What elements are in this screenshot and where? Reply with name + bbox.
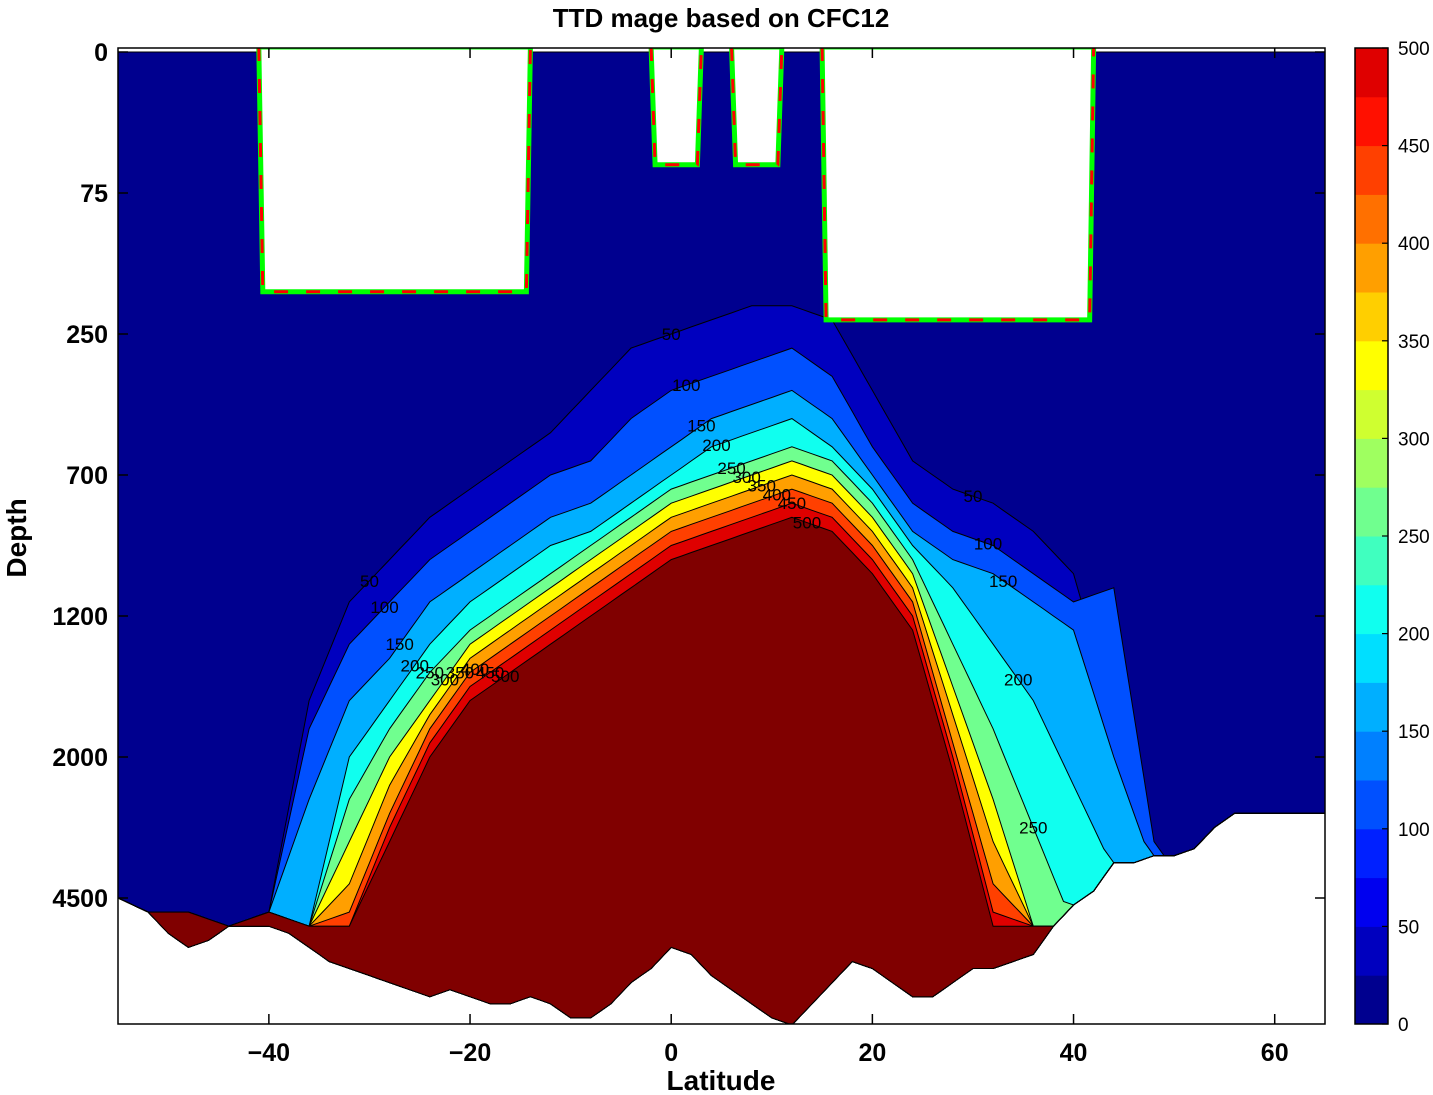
x-tick-label: −20	[449, 1039, 491, 1067]
plot-area: 5050501001001001501501502002002002502502…	[118, 48, 1325, 1024]
contour-label-150: 150	[385, 635, 413, 654]
x-axis: −40 −20 0 20 40 60	[248, 48, 1289, 1067]
contour-label-350: 350	[748, 477, 776, 496]
contour-label-500: 500	[491, 667, 519, 686]
colorbar-tick-label: 50	[1398, 917, 1419, 938]
x-tick-label: 0	[664, 1039, 678, 1067]
y-tick-label: 4500	[52, 885, 108, 913]
colorbar-segment	[1355, 389, 1388, 439]
colorbar-tick-label: 0	[1398, 1015, 1409, 1036]
x-axis-label: Latitude	[667, 1065, 776, 1095]
contour-label-500: 500	[793, 514, 821, 533]
colorbar-tick-label: 250	[1398, 527, 1430, 548]
contour-band-500	[118, 516, 1325, 1024]
y-axis: 0 75 250 700 1200 2000 4500	[52, 39, 1325, 913]
colorbar-segment	[1355, 584, 1388, 635]
contour-label-250: 250	[717, 459, 745, 478]
contour-label-100: 100	[370, 598, 398, 617]
contour-label-250: 250	[1019, 819, 1047, 838]
colorbar-segment	[1355, 926, 1388, 976]
masked-region-outline-3	[730, 48, 784, 167]
contour-label-200: 200	[702, 436, 730, 455]
axes-frame	[117, 47, 1326, 1025]
colorbar-segment	[1355, 731, 1388, 781]
contour-label-50: 50	[963, 487, 982, 506]
x-tick-label: −40	[248, 1039, 290, 1067]
colorbar-segment	[1355, 536, 1388, 586]
masked-region-2	[648, 48, 704, 168]
contour-label-250: 250	[416, 663, 444, 682]
masked-region-1	[256, 48, 533, 295]
colorbar-segment	[1355, 194, 1388, 244]
colorbar-segment	[1355, 877, 1388, 927]
y-tick-label: 0	[94, 39, 108, 67]
colorbar-tick-label: 450	[1398, 137, 1430, 158]
contour-label-350: 350	[446, 663, 474, 682]
colorbar-segment	[1355, 340, 1388, 391]
x-tick-label: 60	[1261, 1039, 1289, 1067]
colorbar-segment	[1355, 828, 1388, 879]
colorbar-segment	[1355, 633, 1388, 683]
colorbar-segment	[1355, 487, 1388, 537]
colorbar-tick-label: 150	[1398, 722, 1430, 743]
contour-label-200: 200	[401, 656, 429, 675]
contour-label-400: 400	[461, 660, 489, 679]
chart-title: TTD mage based on CFC12	[553, 3, 890, 33]
contour-label-150: 150	[687, 417, 715, 436]
contour-label-300: 300	[732, 468, 760, 487]
contour-label-300: 300	[431, 670, 459, 689]
colorbar-segment	[1355, 682, 1388, 732]
colorbar-segment	[1355, 145, 1388, 195]
x-tick-label: 40	[1060, 1039, 1088, 1067]
masked-region-4	[819, 48, 1097, 323]
contour-label-400: 400	[763, 485, 791, 504]
colorbar-tick-label: 350	[1398, 332, 1430, 353]
y-tick-label: 75	[80, 180, 108, 208]
masked-region-outline-1	[257, 48, 532, 294]
colorbar-segment	[1355, 975, 1388, 1025]
y-tick-label: 2000	[52, 744, 108, 772]
contour-label-450: 450	[778, 494, 806, 513]
colorbar-tick-label: 200	[1398, 625, 1430, 646]
colorbar-segment	[1355, 292, 1388, 342]
y-tick-label: 1200	[52, 603, 108, 631]
contour-label-450: 450	[476, 663, 504, 682]
colorbar-tick-label: 400	[1398, 234, 1430, 255]
contour-label-100: 100	[672, 376, 700, 395]
contour-label-150: 150	[989, 572, 1017, 591]
contour-label-100: 100	[974, 535, 1002, 554]
y-tick-label: 250	[66, 321, 108, 349]
colorbar-segment	[1355, 438, 1388, 488]
colorbar-segment	[1355, 48, 1388, 98]
contour-label-200: 200	[1004, 670, 1032, 689]
masked-region-3	[729, 48, 785, 168]
y-axis-label: Depth	[1, 498, 32, 577]
colorbar-tick-label: 300	[1398, 429, 1430, 450]
colorbar-tick-label: 500	[1398, 39, 1430, 60]
colorbar-segment	[1355, 96, 1388, 147]
masked-region-outline-2	[649, 48, 703, 167]
contour-label-50: 50	[662, 325, 681, 344]
x-tick-label: 20	[858, 1039, 886, 1067]
y-tick-label: 700	[66, 462, 108, 490]
colorbar: 0 50 100 150 200 250 300 350 400 450 500	[1354, 39, 1430, 1036]
contour-label-50: 50	[360, 572, 379, 591]
colorbar-segment	[1355, 243, 1388, 293]
colorbar-segment	[1355, 780, 1388, 830]
colorbar-tick-label: 100	[1398, 820, 1430, 841]
